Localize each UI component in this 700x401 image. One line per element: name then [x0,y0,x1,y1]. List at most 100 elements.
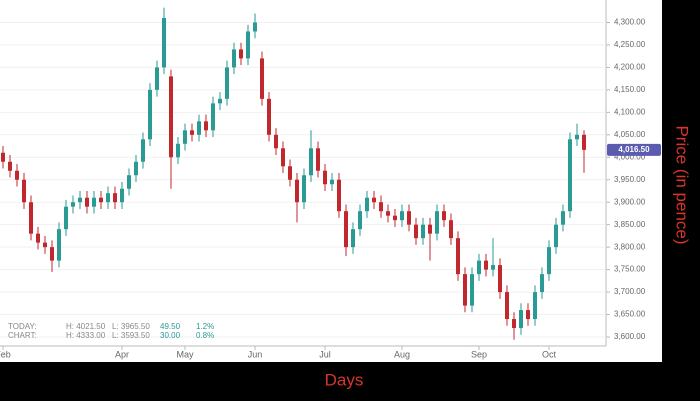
stats-text: 30.00 [160,331,181,340]
candle-body [393,215,397,221]
last-price-label: 4,016.50 [618,145,650,154]
candle-body [547,247,551,275]
candle-body [64,206,68,230]
candle-body [358,211,362,230]
candle-body [554,224,558,248]
last-price-box [607,143,661,156]
y-tick-label: 3,650.00 [614,310,646,319]
stats-text: 49.50 [160,322,181,331]
candle-body [99,197,103,203]
candle-body [449,220,453,239]
candle-body [330,179,334,185]
candle-body [519,310,523,329]
candle-body [316,148,320,171]
candle-body [71,202,75,207]
candle-body [50,247,54,261]
x-tick-label: Apr [115,349,129,359]
y-tick-label: 3,700.00 [614,287,646,296]
candle-body [435,211,439,234]
y-tick-label: 3,950.00 [614,175,646,184]
y-tick-label: 4,200.00 [614,63,646,72]
candle-body [281,148,285,167]
candle-body [323,170,327,185]
candle-body [379,202,383,212]
candle-body [526,310,530,320]
candle-body [246,31,250,59]
candle-body [540,274,544,293]
y-tick-label: 4,100.00 [614,107,646,116]
candle-body [148,89,152,140]
stats-text: L: 3593.50 [112,331,150,340]
y-tick-label: 4,250.00 [614,40,646,49]
y-axis-label: Price (in pence) [673,125,692,244]
x-axis-label: Days [325,370,364,389]
x-tick-label: Jun [248,349,263,359]
candle-body [421,224,425,239]
candle-body [155,67,159,90]
candle-body [36,233,40,243]
candle-body [533,292,537,320]
candle-body [1,152,5,162]
candle-body [309,148,313,176]
x-tick-label: May [176,349,194,359]
candle-body [43,242,47,248]
y-tick-label: 3,600.00 [614,332,646,341]
stats-text: 0.8% [196,331,214,340]
candle-body [78,197,82,203]
candle-body [456,238,460,275]
stats-text: TODAY: [8,322,37,331]
candle-body [134,161,138,176]
stats-text: H: 4021.50 [66,322,106,331]
candle-body [218,98,222,104]
candle-body [351,229,355,248]
candle-body [400,211,404,221]
candle-body [512,319,516,329]
candle-body [491,265,495,270]
candle-body [302,175,306,203]
candle-body [477,260,481,275]
candle-body [113,193,117,203]
x-tick-label: Aug [394,349,410,359]
candle-body [463,274,467,306]
candle-body [141,139,145,162]
stats-text: CHART: [8,331,37,340]
candle-body [190,130,194,135]
x-tick-label: Sep [471,349,487,359]
stats-text: H: 4333.00 [66,331,106,340]
candle-body [505,292,509,320]
candle-body [386,211,390,216]
x-tick-label: Jul [319,349,331,359]
candle-body [120,188,124,203]
candle-body [22,179,26,203]
y-tick-label: 4,300.00 [614,18,646,27]
y-tick-label: 4,150.00 [614,85,646,94]
y-tick-label: 4,000.00 [614,152,646,161]
candle-body [106,193,110,203]
candle-body [428,224,432,234]
candle-body [232,49,236,68]
candle-body [239,49,243,59]
candle-body [498,265,502,293]
candle-body [176,143,180,158]
x-tick-label: Oct [542,349,557,359]
candle-body [260,58,264,99]
candle-body [169,76,173,158]
candle-body [484,260,488,270]
candle-body [211,103,215,131]
candle-body [92,197,96,207]
y-tick-label: 3,800.00 [614,242,646,251]
candle-body [57,229,61,261]
candle-body [414,224,418,239]
y-tick-label: 3,750.00 [614,265,646,274]
candle-body [204,121,208,131]
candle-body [337,179,341,212]
candle-body [470,274,474,306]
stats-text: L: 3965.50 [112,322,150,331]
candle-body [127,175,131,189]
candle-body [274,134,278,149]
candle-body [365,197,369,212]
candle-body [575,134,579,140]
y-tick-label: 3,900.00 [614,197,646,206]
candle-body [582,134,586,150]
